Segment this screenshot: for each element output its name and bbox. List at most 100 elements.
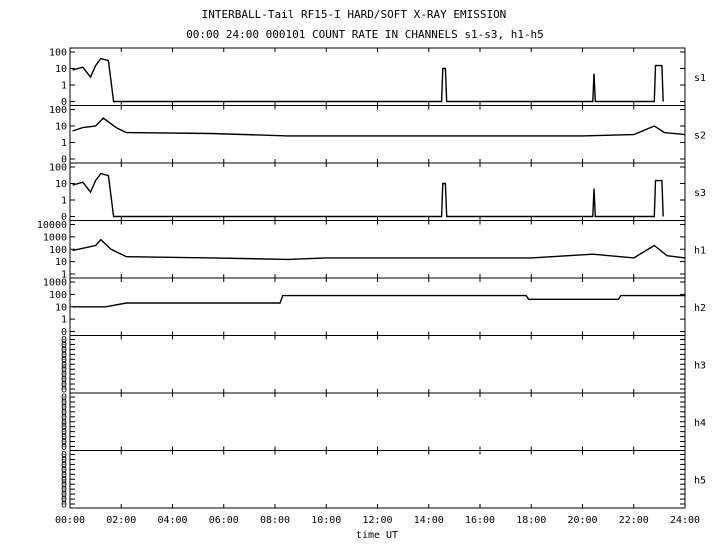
y-tick-label-h4: 0 (61, 402, 67, 413)
y-tick-label-h3: 0 (61, 375, 67, 386)
x-tick-label: 12:00 (362, 515, 392, 526)
y-tick-label-s3: 100 (49, 163, 67, 174)
y-tick-label-h1: 10000 (37, 220, 67, 231)
y-tick-label-h1: 1000 (43, 232, 67, 243)
y-tick-label-h3: 0 (61, 365, 67, 376)
y-tick-label-s1: 0 (61, 97, 67, 108)
y-tick-label-h5: 0 (61, 475, 67, 486)
trace-h2 (72, 294, 685, 308)
channel-label-s1: s1 (694, 73, 706, 84)
trace-s3 (72, 172, 664, 218)
channel-label-h3: h3 (694, 360, 706, 371)
y-tick-label-s3: 1 (61, 196, 67, 207)
y-tick-label-h5: 0 (61, 485, 67, 496)
y-tick-label-h2: 1 (61, 315, 67, 326)
y-tick-label-h4: 0 (61, 397, 67, 408)
y-tick-label-s2: 10 (55, 122, 67, 133)
x-tick-label: 06:00 (209, 515, 239, 526)
chart-title-line2: 00:00 24:00 000101 COUNT RATE IN CHANNEL… (186, 28, 544, 41)
y-tick-label-h2: 10 (55, 302, 67, 313)
channel-label-s2: s2 (694, 130, 706, 141)
y-tick-label-h2: 100 (49, 290, 67, 301)
panel-frame-h5 (69, 450, 686, 509)
channel-label-h2: h2 (694, 303, 706, 314)
y-tick-label-h2: 0 (61, 327, 67, 338)
y-tick-label-h3: 0 (61, 335, 67, 346)
y-tick-label-h3: 0 (61, 380, 67, 391)
trace-s2 (72, 117, 686, 137)
y-tick-label-h5: 0 (61, 460, 67, 471)
y-tick-label-h3: 0 (61, 360, 67, 371)
y-tick-label-h5: 0 (61, 490, 67, 501)
y-tick-label-h4: 0 (61, 427, 67, 438)
y-tick-label-h1: 100 (49, 245, 67, 256)
y-tick-label-h4: 0 (61, 432, 67, 443)
y-tick-label-h2: 1000 (43, 278, 67, 289)
panel-frame-h3 (69, 335, 686, 394)
y-tick-label-s2: 100 (49, 105, 67, 116)
x-tick-label: 18:00 (516, 515, 546, 526)
x-tick-label: 20:00 (567, 515, 597, 526)
y-tick-label-s1: 10 (55, 64, 67, 75)
y-tick-label-h4: 0 (61, 417, 67, 428)
x-tick-label: 22:00 (619, 515, 649, 526)
y-tick-label-h4: 0 (61, 412, 67, 423)
y-tick-label-s3: 0 (61, 212, 67, 223)
panel-frame-s2 (69, 105, 686, 164)
y-tick-label-h5: 0 (61, 495, 67, 506)
y-tick-label-h3: 0 (61, 350, 67, 361)
trace-h1 (72, 238, 686, 261)
x-tick-label: 24:00 (670, 515, 700, 526)
y-tick-label-h3: 0 (61, 345, 67, 356)
y-tick-label-h4: 0 (61, 393, 67, 404)
panels-group: 1001010s11001010s21001010s31000010001001… (37, 47, 706, 511)
y-tick-label-h1: 1 (61, 270, 67, 281)
channel-label-h4: h4 (694, 418, 706, 429)
panel-frame-h4 (69, 392, 686, 451)
x-tick-label: 14:00 (414, 515, 444, 526)
y-tick-label-h5: 0 (61, 500, 67, 511)
x-axis: 00:00 02:00 04:00 06:00 08:00 10:00 12:00 14:00… (55, 48, 700, 526)
chart-title-line1: INTERBALL-Tail RF15-I HARD/SOFT X-RAY EM… (202, 8, 507, 21)
x-tick-label: 08:00 (260, 515, 290, 526)
y-tick-label-h4: 0 (61, 422, 67, 433)
y-tick-label-s3: 10 (55, 179, 67, 190)
y-tick-label-h5: 0 (61, 450, 67, 461)
channel-label-h5: h5 (694, 475, 706, 486)
y-tick-label-h5: 0 (61, 480, 67, 491)
y-tick-label-h3: 0 (61, 355, 67, 366)
panel-frame-h1 (69, 220, 686, 279)
panel-frame-h2 (69, 277, 686, 336)
y-tick-label-h4: 0 (61, 442, 67, 453)
trace-s1 (72, 57, 664, 103)
x-tick-label: 10:00 (311, 515, 341, 526)
y-tick-label-h3: 0 (61, 385, 67, 396)
y-tick-label-h3: 0 (61, 340, 67, 351)
y-tick-label-h5: 0 (61, 455, 67, 466)
x-axis-label: time UT (356, 530, 398, 541)
x-tick-label: 04:00 (157, 515, 187, 526)
x-tick-label: 02:00 (106, 515, 136, 526)
x-tick-label: 00:00 (55, 515, 85, 526)
y-tick-label-h4: 0 (61, 437, 67, 448)
y-tick-label-h5: 0 (61, 465, 67, 476)
channel-label-h1: h1 (694, 245, 706, 256)
x-tick-label: 16:00 (465, 515, 495, 526)
y-tick-label-s1: 100 (49, 48, 67, 59)
y-tick-label-s1: 1 (61, 81, 67, 92)
y-tick-label-h1: 10 (55, 257, 67, 268)
y-tick-label-h3: 0 (61, 370, 67, 381)
y-tick-label-h5: 0 (61, 470, 67, 481)
y-tick-label-s2: 1 (61, 138, 67, 149)
channel-label-s3: s3 (694, 188, 706, 199)
y-tick-label-h4: 0 (61, 407, 67, 418)
